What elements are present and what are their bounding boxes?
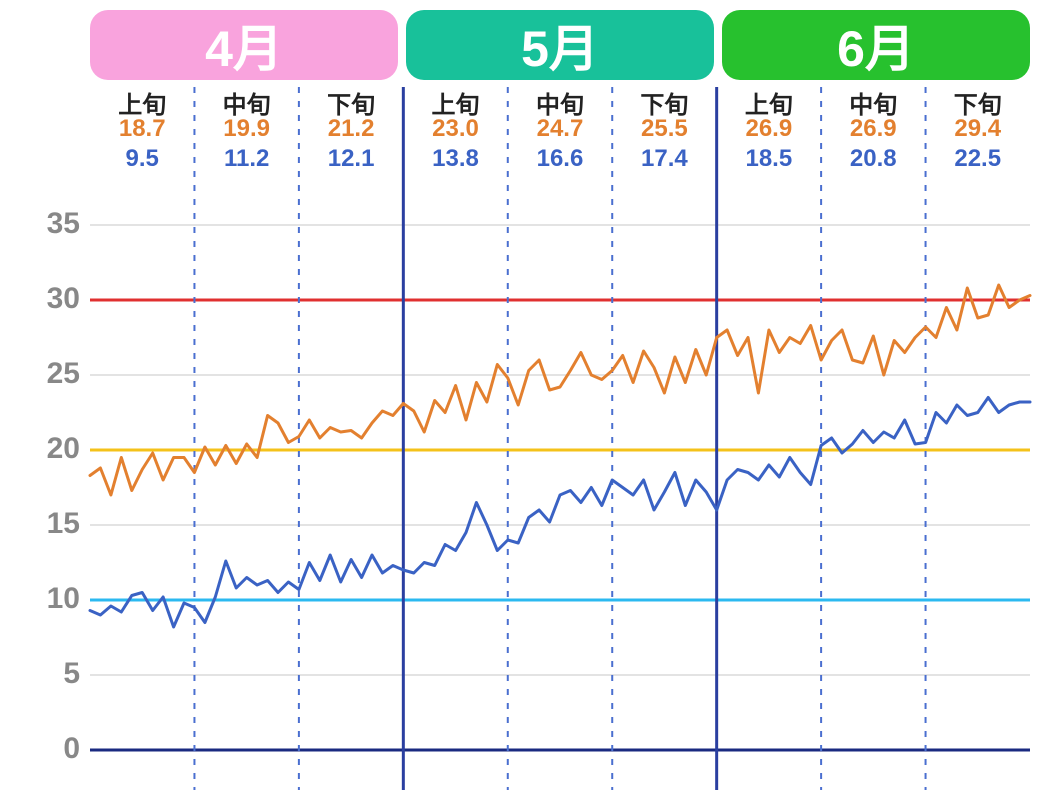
period-hi-value: 29.4 [954, 115, 1001, 142]
period-lo-value: 11.2 [224, 145, 269, 172]
period-hi-value: 26.9 [745, 115, 792, 142]
period-lo-value: 12.1 [328, 145, 375, 172]
period-lo-value: 18.5 [745, 145, 792, 172]
month-tab-label: 4月 [205, 9, 283, 81]
temperature-chart: 4月5月6月 上旬中旬下旬上旬中旬下旬上旬中旬下旬 18.719.921.223… [0, 0, 1060, 800]
month-tab-label: 5月 [521, 9, 599, 81]
period-hi-value: 23.0 [432, 115, 479, 142]
y-axis-tick-label: 5 [20, 657, 80, 691]
high-temp-line [90, 285, 1030, 495]
period-lo-values-row: 9.5 11.2 12.1 13.8 16.6 17.4 18.5 20.8 22.5 [90, 145, 1030, 173]
y-axis-tick-label: 0 [20, 732, 80, 766]
period-hi-value: 26.9 [850, 115, 897, 142]
month-tab-label: 6月 [837, 9, 915, 81]
period-lo-value: 20.8 [850, 145, 897, 172]
period-lo-value: 13.8 [432, 145, 479, 172]
period-lo-value: 9.5 [126, 145, 159, 172]
month-tab: 6月 [722, 10, 1030, 80]
low-temp-line [90, 398, 1030, 628]
chart-plot-area [90, 210, 1030, 750]
period-hi-value: 24.7 [537, 115, 584, 142]
month-tabs-row: 4月 5月 6月 [90, 10, 1030, 80]
y-axis-tick-label: 30 [20, 282, 80, 316]
period-lo-value: 17.4 [641, 145, 688, 172]
y-axis-tick-label: 35 [20, 207, 80, 241]
y-axis-tick-label: 15 [20, 507, 80, 541]
chart-svg [90, 210, 1030, 750]
month-tab: 5月 [406, 10, 714, 80]
period-hi-value: 19.9 [223, 115, 270, 142]
y-axis-tick-label: 25 [20, 357, 80, 391]
period-hi-value: 25.5 [641, 115, 688, 142]
period-lo-value: 16.6 [537, 145, 584, 172]
y-axis-tick-label: 10 [20, 582, 80, 616]
period-hi-value: 21.2 [328, 115, 375, 142]
period-hi-values-row: 18.7 19.9 21.2 23.0 24.7 25.5 26.9 26.9 29.4 [90, 115, 1030, 143]
period-lo-value: 22.5 [954, 145, 1001, 172]
month-tab: 4月 [90, 10, 398, 80]
period-hi-value: 18.7 [119, 115, 166, 142]
y-axis-tick-label: 20 [20, 432, 80, 466]
